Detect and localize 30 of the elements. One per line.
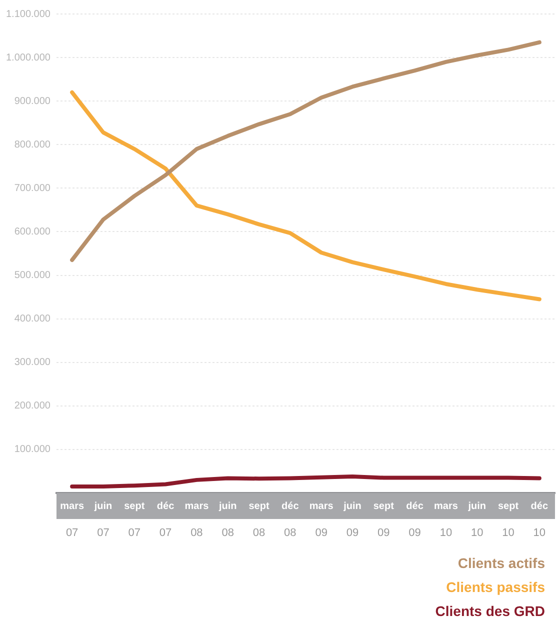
text: Clients actifs — [458, 554, 546, 571]
category-label: juin 09 — [344, 500, 362, 540]
y-tick-label: 500.000 — [14, 270, 51, 282]
category-label: sept 08 — [248, 500, 270, 540]
category-label: mars 08 — [184, 500, 209, 540]
category-label: sept 07 — [124, 500, 145, 540]
y-tick-label: 600.000 — [14, 226, 51, 238]
y-tick-label: 300.000 — [14, 357, 51, 368]
y-tick-label: 400.000 — [14, 314, 51, 325]
category-label: déc 07 — [156, 500, 174, 540]
y-tick-label: 1.000.000 — [6, 52, 51, 64]
category-label: juin 07 — [94, 500, 112, 540]
category-label: mars 10 — [434, 500, 458, 540]
y-tick-label: 1.100.000 — [6, 8, 51, 20]
category-label: mars 09 — [309, 500, 334, 540]
category-label: déc 10 — [530, 500, 548, 540]
y-tick-label: 700.000 — [14, 182, 51, 194]
category-label: juin 10 — [468, 500, 486, 540]
text: Clients des GRD — [435, 602, 545, 619]
category-label: mars 07 — [60, 500, 84, 540]
category-label: sept 09 — [373, 500, 394, 540]
y-tick-label: 800.000 — [14, 139, 51, 150]
text: Clients passifs — [446, 578, 546, 595]
category-label: déc 08 — [282, 500, 299, 540]
y-tick-label: 200.000 — [14, 400, 51, 412]
y-tick-label: 100.000 — [14, 444, 51, 456]
category-label: déc 09 — [406, 500, 424, 540]
category-label: sept 10 — [498, 500, 519, 540]
y-tick-label: 900.000 — [14, 96, 51, 107]
category-label: juin 08 — [218, 500, 237, 540]
